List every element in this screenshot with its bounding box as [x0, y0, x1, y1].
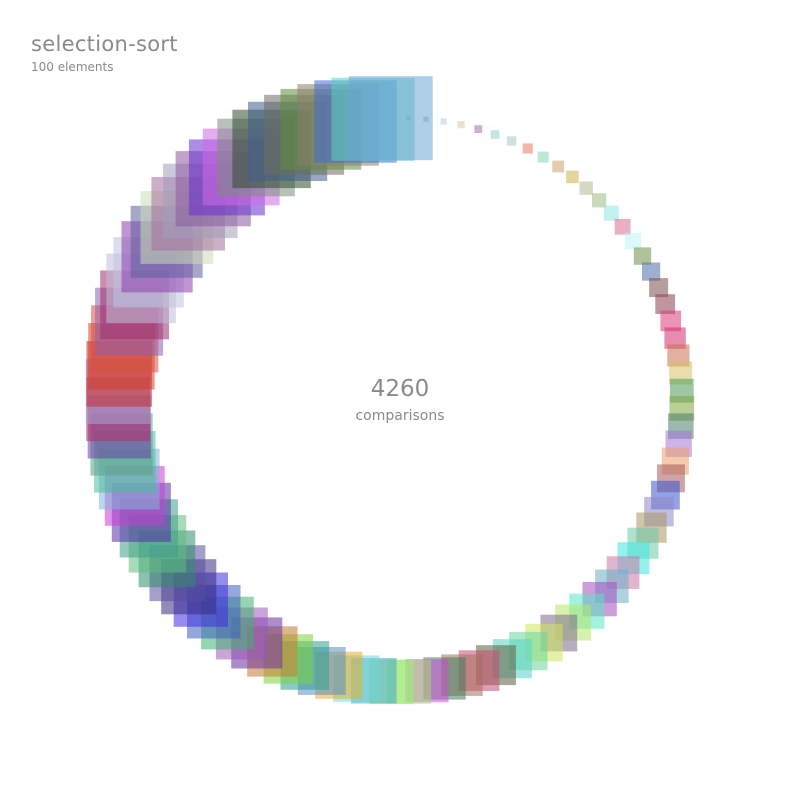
element-square: [667, 344, 690, 367]
element-square: [633, 247, 652, 265]
element-count-subtitle: 100 elements: [31, 60, 114, 74]
element-square: [457, 121, 465, 129]
element-square: [490, 130, 500, 139]
element-square: [642, 262, 661, 281]
element-square: [348, 76, 433, 161]
element-square: [592, 193, 607, 208]
element-square: [579, 181, 593, 195]
element-square: [566, 170, 579, 184]
element-square: [664, 327, 686, 349]
element-square: [440, 118, 447, 125]
element-square: [614, 218, 631, 235]
element-square: [655, 294, 676, 314]
element-square: [603, 205, 619, 221]
element-square: [649, 278, 669, 298]
comparison-label: comparisons: [355, 408, 445, 424]
element-square: [537, 151, 549, 163]
element-square: [624, 232, 642, 250]
header: selection-sort 100 elements: [31, 30, 178, 75]
comparison-counter: 4260 comparisons: [0, 374, 800, 426]
element-square: [506, 136, 517, 146]
element-square: [660, 310, 681, 332]
comparison-count: 4260: [370, 376, 430, 402]
element-square: [474, 125, 483, 133]
element-square: [552, 160, 565, 173]
page-title: selection-sort: [31, 32, 178, 56]
element-square: [522, 143, 533, 154]
element-square: [669, 361, 693, 385]
